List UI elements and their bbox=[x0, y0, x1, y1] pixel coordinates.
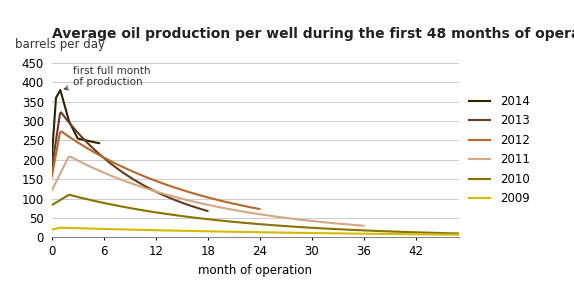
Text: Average oil production per well during the first 48 months of operation: Average oil production per well during t… bbox=[52, 27, 574, 41]
X-axis label: month of operation: month of operation bbox=[199, 264, 312, 277]
Legend: 2014, 2013, 2012, 2011, 2010, 2009: 2014, 2013, 2012, 2011, 2010, 2009 bbox=[469, 95, 530, 205]
Text: barrels per day: barrels per day bbox=[15, 38, 105, 51]
Text: first full month
of production: first full month of production bbox=[64, 66, 151, 90]
